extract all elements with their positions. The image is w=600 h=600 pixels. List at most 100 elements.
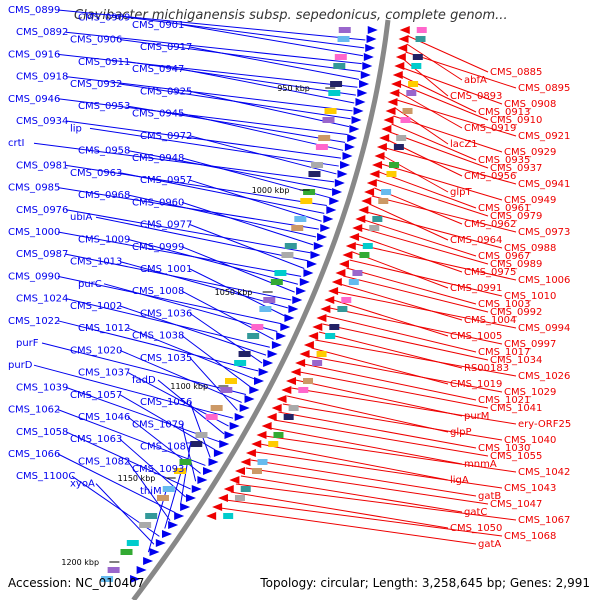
left-gene-label[interactable]: CMS_0972: [140, 131, 192, 142]
right-gene-label[interactable]: gatB: [478, 491, 501, 502]
right-gene-label[interactable]: CMS_0979: [490, 211, 542, 222]
left-gene-label[interactable]: CMS_1024: [16, 294, 68, 305]
right-gene-label[interactable]: CMS_1067: [518, 515, 570, 526]
left-gene-label[interactable]: lip: [70, 123, 82, 134]
right-gene-label[interactable]: RS00183: [464, 363, 509, 374]
right-gene-label[interactable]: CMS_0921: [518, 131, 570, 142]
right-gene-label[interactable]: CMS_0937: [490, 163, 542, 174]
right-gene-label[interactable]: CMS_1047: [490, 499, 542, 510]
right-gene-label[interactable]: CMS_0997: [504, 339, 556, 350]
left-gene-label[interactable]: xyoA: [70, 479, 95, 490]
left-gene-label[interactable]: CMS_1022: [8, 316, 60, 327]
right-gene-label[interactable]: CMS_0956: [464, 171, 516, 182]
left-gene-label[interactable]: CMS_1002: [70, 301, 122, 312]
right-gene-label[interactable]: CMS_1029: [504, 387, 556, 398]
right-gene-label[interactable]: CMS_1010: [504, 291, 556, 302]
left-gene-label[interactable]: CMS_0987: [16, 249, 68, 260]
right-gene-label[interactable]: CMS_1021: [478, 395, 530, 406]
right-gene-label[interactable]: CMS_0964: [450, 235, 502, 246]
right-gene-label[interactable]: CMS_0885: [490, 67, 542, 78]
left-gene-label[interactable]: CMS_1082: [78, 456, 130, 467]
left-gene-label[interactable]: CMS_0947: [132, 64, 184, 75]
right-gene-label[interactable]: gatA: [478, 539, 501, 550]
left-gene-label[interactable]: CMS_1063: [70, 434, 122, 445]
right-gene-label[interactable]: purM: [464, 411, 489, 422]
left-gene-label[interactable]: CMS_0899: [8, 5, 60, 16]
right-gene-label[interactable]: CMS_1055: [490, 451, 542, 462]
right-gene-label[interactable]: CMS_1040: [504, 435, 556, 446]
right-gene-label[interactable]: CMS_0989: [490, 259, 542, 270]
right-gene-label[interactable]: CMS_0994: [518, 323, 570, 334]
left-gene-label[interactable]: CMS_0909: [78, 12, 130, 23]
left-gene-label[interactable]: CMS_0977: [140, 220, 192, 231]
right-gene-label[interactable]: CMS_0949: [504, 195, 556, 206]
left-gene-label[interactable]: CMS_1056: [140, 397, 192, 408]
right-gene-label[interactable]: CMS_0910: [490, 115, 542, 126]
left-gene-label[interactable]: CMS_0918: [16, 72, 68, 83]
left-gene-label[interactable]: CMS_1009: [78, 234, 130, 245]
left-gene-label[interactable]: CMS_0963: [70, 168, 122, 179]
left-gene-label[interactable]: CMS_0916: [8, 49, 60, 60]
left-gene-label[interactable]: CMS_1093: [132, 464, 184, 475]
left-gene-label[interactable]: CMS_0953: [78, 101, 130, 112]
right-gene-label[interactable]: glpT: [450, 187, 472, 198]
right-gene-label[interactable]: CMS_0962: [464, 219, 516, 230]
left-gene-label[interactable]: CMS_0925: [140, 86, 192, 97]
left-gene-label[interactable]: CMS_0901: [132, 20, 184, 31]
right-gene-label[interactable]: lacZ1: [450, 139, 478, 150]
left-gene-label[interactable]: CMS_0985: [8, 183, 60, 194]
right-gene-label[interactable]: CMS_0893: [450, 91, 502, 102]
right-gene-label[interactable]: CMS_0988: [504, 243, 556, 254]
left-gene-label[interactable]: CMS_0932: [70, 79, 122, 90]
right-gene-label[interactable]: abfA: [464, 75, 487, 86]
left-gene-label[interactable]: CMS_0934: [16, 116, 68, 127]
right-gene-label[interactable]: CMS_0975: [464, 267, 516, 278]
left-gene-label[interactable]: ubiA: [70, 212, 92, 223]
right-gene-label[interactable]: CMS_1005: [450, 331, 502, 342]
left-gene-label[interactable]: CMS_1008: [132, 286, 184, 297]
right-gene-label[interactable]: gatC: [464, 507, 487, 518]
right-gene-label[interactable]: CMS_0973: [518, 227, 570, 238]
left-gene-label[interactable]: CMS_1000: [8, 227, 60, 238]
right-gene-label[interactable]: CMS_0929: [504, 147, 556, 158]
right-gene-label[interactable]: mnmA: [464, 459, 497, 470]
left-gene-label[interactable]: CMS_1039: [16, 382, 68, 393]
right-gene-label[interactable]: CMS_0913: [478, 107, 530, 118]
left-gene-label[interactable]: purC: [78, 279, 102, 290]
left-gene-label[interactable]: CMS_0999: [132, 242, 184, 253]
right-gene-label[interactable]: CMS_1026: [518, 371, 570, 382]
right-gene-label[interactable]: ery-ORF25: [518, 419, 571, 430]
right-gene-label[interactable]: CMS_1050: [450, 523, 502, 534]
left-gene-label[interactable]: purF: [16, 338, 39, 349]
right-gene-label[interactable]: CMS_1043: [504, 483, 556, 494]
left-gene-label[interactable]: CMS_0917: [140, 42, 192, 53]
right-gene-label[interactable]: CMS_0908: [504, 99, 556, 110]
left-gene-label[interactable]: CMS_1046: [78, 412, 130, 423]
left-gene-label[interactable]: CMS_0958: [78, 146, 130, 157]
left-gene-label[interactable]: CMS_0957: [140, 175, 192, 186]
right-gene-label[interactable]: CMS_0919: [464, 123, 516, 134]
right-gene-label[interactable]: CMS_1004: [464, 315, 516, 326]
left-gene-label[interactable]: CMS_1020: [70, 345, 122, 356]
left-gene-label[interactable]: CMS_0990: [8, 271, 60, 282]
left-gene-label[interactable]: CMS_0946: [8, 94, 60, 105]
right-gene-label[interactable]: CMS_1019: [450, 379, 502, 390]
right-gene-label[interactable]: ligA: [450, 475, 469, 486]
left-gene-label[interactable]: CMS_1012: [78, 323, 130, 334]
left-gene-label[interactable]: CMS_0960: [132, 197, 184, 208]
right-gene-label[interactable]: glpP: [450, 427, 472, 438]
right-gene-label[interactable]: CMS_1006: [518, 275, 570, 286]
right-gene-label[interactable]: CMS_1034: [490, 355, 542, 366]
left-gene-label[interactable]: CMS_1087: [140, 442, 192, 453]
left-gene-label[interactable]: CMS_0948: [132, 153, 184, 164]
left-gene-label[interactable]: CMS_0911: [78, 57, 130, 68]
left-gene-label[interactable]: CMS_0945: [132, 109, 184, 120]
right-gene-label[interactable]: CMS_0992: [490, 307, 542, 318]
left-gene-label[interactable]: CMS_1013: [70, 257, 122, 268]
left-gene-label[interactable]: CMS_1038: [132, 331, 184, 342]
left-gene-label[interactable]: CMS_1001: [140, 264, 192, 275]
right-gene-label[interactable]: CMS_1030: [478, 443, 530, 454]
left-gene-label[interactable]: CMS_1058: [16, 427, 68, 438]
left-gene-label[interactable]: CMS_1079: [132, 419, 184, 430]
right-gene-label[interactable]: CMS_1041: [490, 403, 542, 414]
